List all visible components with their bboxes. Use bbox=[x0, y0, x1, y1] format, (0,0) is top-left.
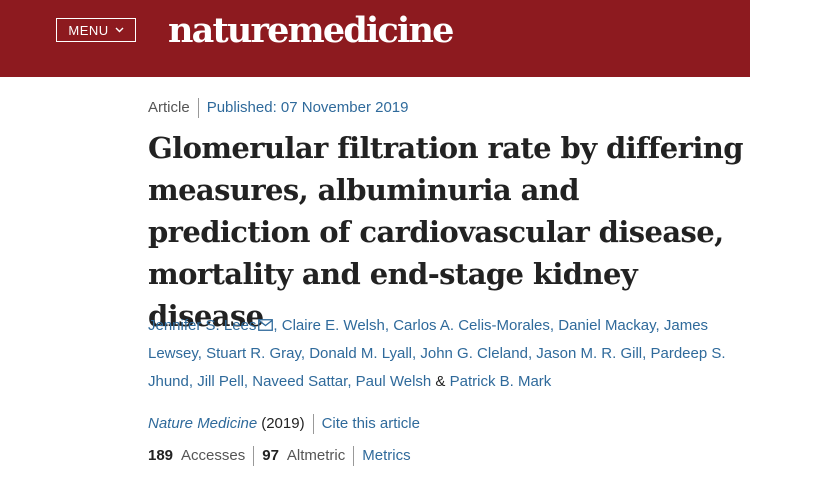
article-meta: Article Published: 07 November 2019 bbox=[148, 98, 408, 118]
author-separator: , bbox=[243, 373, 249, 390]
author-link[interactable]: James Lewsey bbox=[148, 317, 709, 362]
site-header: MENU naturemedicine bbox=[0, 0, 750, 77]
altmetric-count: 97 bbox=[262, 447, 279, 464]
author-link[interactable]: Pardeep S. Jhund bbox=[148, 345, 726, 390]
article-title: Glomerular filtration rate by differing … bbox=[148, 131, 744, 333]
author-separator: , bbox=[527, 345, 533, 362]
author-link[interactable]: Carlos A. Celis-Morales bbox=[393, 317, 550, 334]
publication-year: (2019) bbox=[261, 415, 305, 432]
author-link[interactable]: John G. Cleland bbox=[420, 345, 528, 362]
author-link[interactable]: Jason M. R. Gill bbox=[536, 345, 643, 362]
metrics-bar: 189 Accesses 97 Altmetric Metrics bbox=[148, 446, 411, 466]
site-logo[interactable]: naturemedicine bbox=[168, 10, 454, 51]
published-date: Published: 07 November 2019 bbox=[206, 99, 409, 116]
author-separator: , bbox=[384, 317, 390, 334]
menu-label: MENU bbox=[68, 22, 109, 38]
author-separator: , bbox=[197, 345, 202, 362]
divider bbox=[312, 414, 314, 434]
citation-line: Nature Medicine (2019) Cite this article bbox=[148, 414, 420, 434]
metrics-link[interactable]: Metrics bbox=[362, 447, 411, 464]
author-separator: , bbox=[412, 345, 417, 362]
author-separator: , bbox=[188, 373, 194, 390]
chevron-down-icon bbox=[115, 27, 124, 33]
divider bbox=[353, 446, 355, 466]
author-link[interactable]: Naveed Sattar bbox=[252, 373, 348, 390]
author-link[interactable]: Jennifer S. Lees bbox=[148, 317, 257, 334]
altmetric-label: Altmetric bbox=[286, 447, 346, 464]
author-link[interactable]: Claire E. Welsh bbox=[281, 317, 385, 334]
author-separator: , bbox=[300, 345, 306, 362]
author-separator: , bbox=[273, 317, 278, 334]
author-separator-amp: & bbox=[435, 373, 446, 390]
journal-name[interactable]: Nature Medicine bbox=[148, 415, 258, 432]
author-link[interactable]: Daniel Mackay bbox=[558, 317, 656, 334]
author-separator: , bbox=[347, 373, 352, 390]
author-separator: , bbox=[549, 317, 555, 334]
author-separator: , bbox=[655, 317, 660, 334]
author-link[interactable]: Donald M. Lyall bbox=[309, 345, 413, 362]
accesses-count: 189 bbox=[148, 447, 174, 464]
cite-this-article-link[interactable]: Cite this article bbox=[321, 415, 420, 432]
article-type: Article bbox=[148, 99, 190, 116]
author-link[interactable]: Paul Welsh bbox=[355, 373, 432, 390]
mail-icon[interactable] bbox=[258, 319, 274, 331]
author-link[interactable]: Stuart R. Gray bbox=[206, 345, 301, 362]
author-list: Jennifer S. Lees, Claire E. Welsh, Carlo… bbox=[148, 312, 748, 396]
accesses-label: Accesses bbox=[181, 447, 246, 464]
divider bbox=[253, 446, 255, 466]
menu-button[interactable]: MENU bbox=[56, 18, 136, 42]
author-link[interactable]: Jill Pell bbox=[197, 373, 244, 390]
divider bbox=[197, 98, 199, 118]
author-separator: , bbox=[642, 345, 647, 362]
author-link[interactable]: Patrick B. Mark bbox=[449, 373, 552, 390]
